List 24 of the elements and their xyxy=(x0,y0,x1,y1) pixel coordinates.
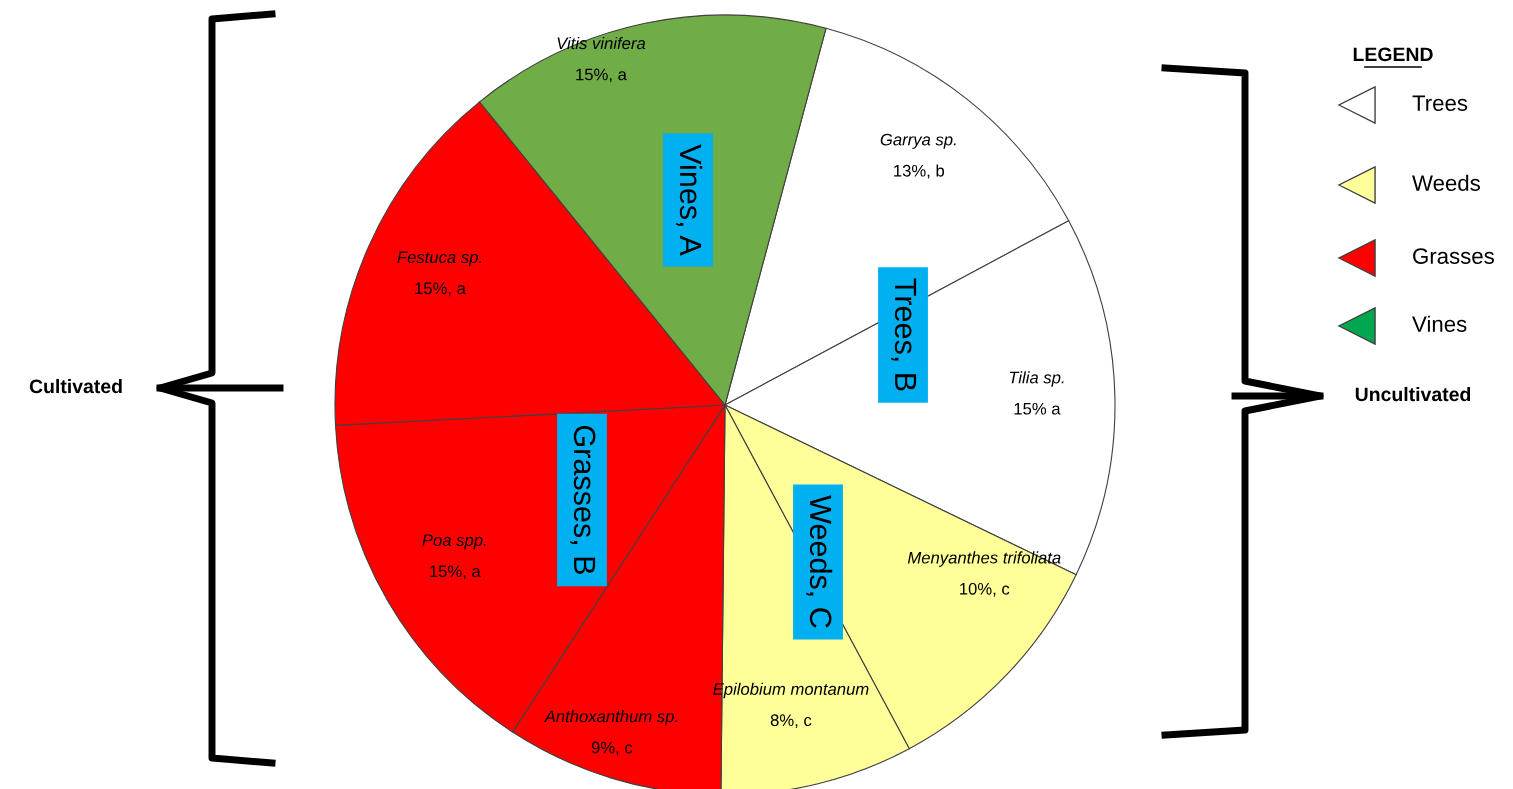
data-label: 10%, c xyxy=(960,582,1010,597)
text: Trees xyxy=(1412,95,1468,111)
text: Grasses xyxy=(1413,248,1494,264)
text: Cultivated xyxy=(29,378,122,394)
text: Trees, B xyxy=(891,278,917,391)
data-label: 15%, a xyxy=(430,565,481,580)
text: Weeds, C xyxy=(806,495,833,628)
data-label: 8%, c xyxy=(770,714,812,729)
data-label: 15%, a xyxy=(576,68,627,83)
text: Grasses, B xyxy=(570,425,596,574)
slice-label: Anthoxanthum sp. xyxy=(543,710,678,726)
text: Uncultivated xyxy=(1355,386,1471,402)
data-label: 13%, b xyxy=(894,164,945,179)
slice-label: Poa spp. xyxy=(422,534,486,550)
text: Weeds xyxy=(1412,174,1480,191)
text: LEGEND xyxy=(1353,47,1433,62)
text: Vines, A xyxy=(676,144,703,256)
data-label: 15% a xyxy=(1014,402,1061,415)
data-label: 9%, c xyxy=(591,741,633,756)
text: Vines xyxy=(1412,315,1467,332)
slice-label: Garrya sp. xyxy=(880,133,956,149)
slice-label: Festuca sp. xyxy=(397,251,482,267)
slice-label: Tilia sp. xyxy=(1009,371,1064,387)
data-label: 15%, a xyxy=(415,282,466,297)
